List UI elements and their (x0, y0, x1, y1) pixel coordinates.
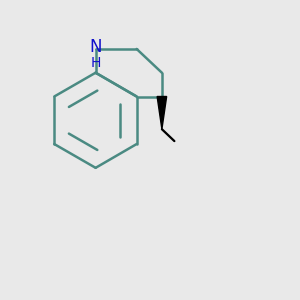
Polygon shape (157, 97, 167, 129)
Text: H: H (90, 56, 101, 70)
Text: N: N (89, 38, 102, 56)
